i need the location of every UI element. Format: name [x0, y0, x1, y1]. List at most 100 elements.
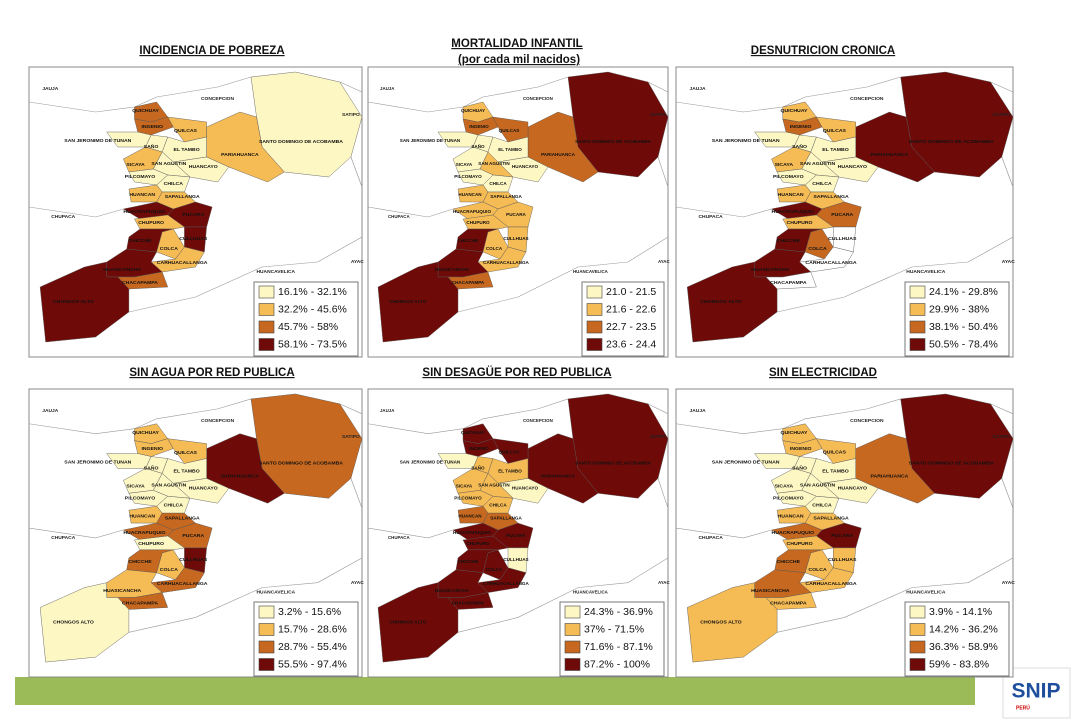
district-label: PILCOMAYO	[125, 496, 156, 502]
district-label: HUANCAYO	[838, 164, 867, 170]
district-label: PUCARA	[182, 212, 204, 218]
district-label: CHILCA	[489, 181, 507, 186]
district-label: PUCARA	[506, 212, 526, 217]
district-label: CHACAPAMPA	[122, 601, 159, 607]
legend-label: 23.6 - 24.4	[606, 338, 656, 350]
boundary	[990, 81, 1014, 93]
district-label: SANTO DOMINGO DE ACOBAMBA	[575, 139, 651, 144]
district-label: CHONGOS ALTO	[53, 299, 94, 305]
footer-bar	[15, 677, 975, 705]
district-label: SICAYA	[126, 162, 145, 168]
place-label: CONCEPCION	[523, 418, 553, 423]
boundary	[28, 398, 252, 434]
district-label: PILCOMAYO	[773, 174, 804, 180]
district-label: INGENIO	[790, 446, 812, 452]
district-label: SAPALLANGA	[165, 194, 200, 200]
place-label: AYAC	[1002, 259, 1016, 264]
district-label: CHICCHE	[458, 559, 479, 564]
boundary	[457, 236, 669, 313]
district	[156, 228, 185, 260]
place-label: AYAC	[351, 259, 365, 264]
district	[39, 261, 130, 343]
district-label: HUANCAN	[458, 513, 481, 518]
district-label: CARHUACALLANGA	[483, 581, 529, 586]
district-label: SAN AGUSTIN	[151, 483, 186, 489]
district-label: CHICCHE	[128, 559, 152, 565]
map-subtitle: (por cada mil nacidos)	[458, 54, 580, 66]
legend-label: 55.5% - 97.4%	[278, 658, 347, 670]
map-title: SIN ELECTRICIDAD	[769, 367, 877, 379]
place-label: HUANCAVELICA	[906, 269, 946, 274]
district-label: HUASICANCHA	[435, 588, 470, 593]
legend-swatch	[258, 303, 275, 316]
district-label: CHACAPAMPA	[770, 280, 807, 286]
district-label: INGENIO	[469, 124, 489, 129]
district-label: SAÑO	[471, 465, 485, 471]
legend-swatch	[586, 338, 603, 351]
district-label: SICAYA	[775, 484, 794, 490]
district-label: COLCA	[486, 567, 503, 572]
legend-label: 21.6 - 22.6	[606, 303, 656, 315]
legend-swatch	[564, 640, 581, 654]
district	[482, 228, 509, 260]
district-label: SICAYA	[775, 162, 794, 168]
legend-label: 87.2% - 100%	[584, 658, 650, 670]
district	[686, 261, 778, 343]
district-label: QUILCAS	[174, 128, 198, 134]
district-label: HUANCAYO	[512, 486, 539, 491]
place-label: HUANCAVELICA	[257, 269, 296, 274]
legend-swatch	[564, 658, 581, 671]
district-label: EL TAMBO	[498, 469, 522, 474]
boundary	[28, 527, 124, 539]
place-label: CONCEPCION	[201, 96, 235, 101]
district-label: SAPALLANGA	[490, 515, 522, 520]
district-label: QUICHUAY	[780, 430, 808, 436]
district-label: EL TAMBO	[822, 469, 849, 475]
logo: SNIP	[1011, 680, 1060, 703]
place-label: CONCEPCION	[850, 418, 884, 423]
map: SANTO DOMINGO DE ACOBAMBA PARIAHUANCA QUIC…	[675, 71, 1016, 343]
place-label: CHUPACA	[698, 214, 723, 219]
legend-label: 24.3% - 36.9%	[584, 606, 653, 618]
legend-label: 58.1% - 73.5%	[278, 338, 347, 350]
district-label: SAÑO	[144, 465, 159, 472]
district-label: SAN AGUSTIN	[800, 161, 836, 167]
district-label: CARHUACALLANGA	[805, 260, 857, 266]
district-label: CHILCA	[164, 503, 184, 509]
district-label: QUICHUAY	[461, 430, 485, 435]
map: SANTO DOMINGO DE ACOBAMBA PARIAHUANCA QUIC…	[28, 393, 365, 663]
map-title: SIN DESAGÜE POR RED PUBLICA	[422, 366, 611, 379]
boundary	[675, 76, 901, 113]
district-label: HUANCAN	[458, 192, 482, 197]
district-label: HUACRAPUQUIO	[453, 530, 491, 535]
place-label: JAUJA	[380, 408, 395, 413]
district-label: CARHUACALLANGA	[157, 260, 208, 266]
legend-label: 21.0 - 21.5	[606, 286, 656, 298]
logo-box	[1002, 667, 1071, 719]
district-label: SAN JERONIMO DE TUNAN	[400, 138, 461, 143]
legend-swatch	[564, 623, 581, 636]
legend-swatch	[909, 303, 926, 316]
legend-swatch	[258, 658, 275, 671]
district-label: CULLHUAS	[503, 557, 528, 562]
district-label: CHACAPAMPA	[770, 601, 807, 607]
map: SANTO DOMINGO DE ACOBAMBA PARIAHUANCA QUIC…	[28, 71, 365, 343]
place-label: SATIPO	[650, 112, 667, 117]
district-label: EL TAMBO	[498, 147, 522, 152]
district-label: SAÑO	[471, 143, 485, 149]
district	[462, 535, 509, 551]
district-label: PILCOMAYO	[454, 495, 482, 500]
boundary	[367, 76, 569, 113]
legend-label: 38.1% - 50.4%	[929, 321, 998, 333]
district	[782, 535, 834, 551]
legend-label: 3.2% - 15.6%	[278, 606, 341, 618]
district-label: PILCOMAYO	[454, 174, 482, 179]
district-label: CHONGOS ALTO	[700, 620, 742, 626]
district-label: HUACRAPUQUIO	[123, 209, 165, 215]
place-label: AYAC	[351, 580, 365, 585]
district-label: SAN AGUSTIN	[478, 483, 509, 488]
map-title: SIN AGUA POR RED PUBLICA	[129, 367, 294, 379]
map: SANTO DOMINGO DE ACOBAMBA PARIAHUANCA QUIC…	[675, 393, 1016, 663]
district-label: SICAYA	[456, 484, 473, 489]
legend-label: 45.7% - 58%	[278, 321, 338, 333]
